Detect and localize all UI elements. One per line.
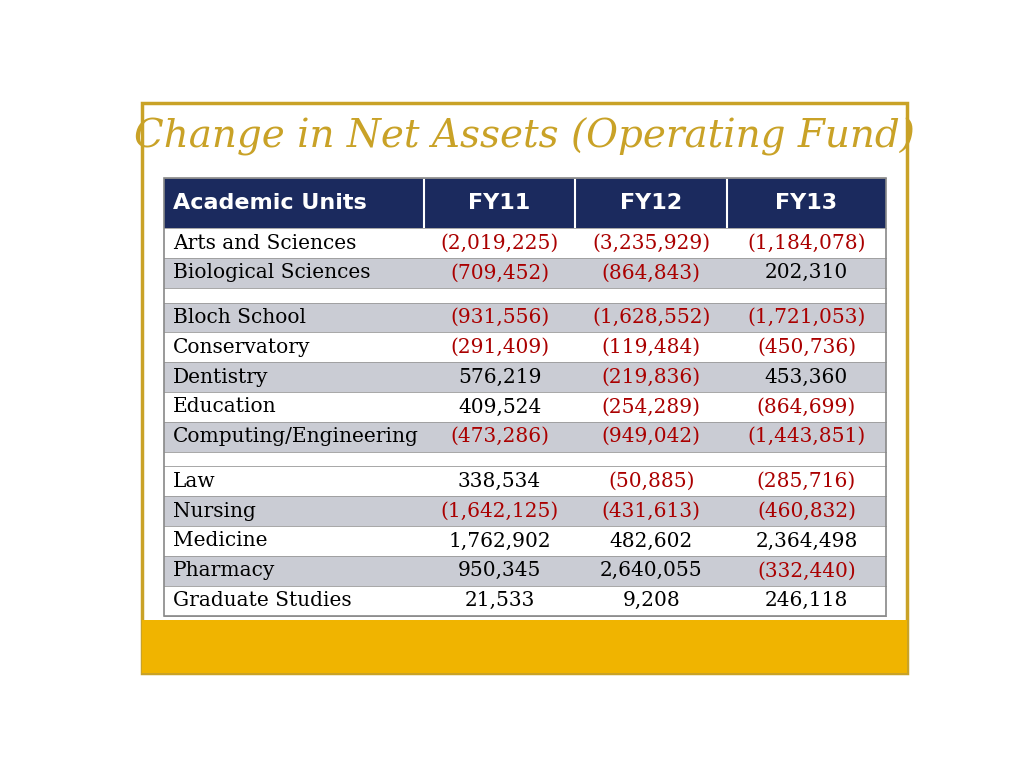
Text: (473,286): (473,286) — [450, 427, 549, 446]
Text: Education: Education — [173, 397, 276, 416]
Text: (460,832): (460,832) — [757, 502, 856, 521]
Text: 482,602: 482,602 — [609, 531, 693, 551]
Text: Dentistry: Dentistry — [173, 368, 268, 386]
Text: 409,524: 409,524 — [458, 397, 541, 416]
Bar — [164, 556, 886, 586]
Text: 202,310: 202,310 — [765, 263, 848, 283]
Text: (2,019,225): (2,019,225) — [440, 233, 559, 253]
Bar — [424, 178, 575, 228]
Text: Law: Law — [173, 472, 216, 491]
Text: (864,843): (864,843) — [602, 263, 700, 283]
Text: (285,716): (285,716) — [757, 472, 856, 491]
Text: (1,721,053): (1,721,053) — [748, 308, 865, 327]
Bar — [164, 422, 886, 452]
Text: (3,235,929): (3,235,929) — [592, 233, 711, 253]
Text: (119,484): (119,484) — [602, 338, 700, 357]
Text: FY11: FY11 — [468, 193, 530, 213]
Text: Bloch School: Bloch School — [173, 308, 306, 327]
Bar — [164, 466, 886, 496]
Text: Academic Units: Academic Units — [173, 193, 367, 213]
Text: 950,345: 950,345 — [458, 561, 542, 581]
Bar — [575, 178, 727, 228]
Text: Graduate Studies: Graduate Studies — [173, 591, 352, 610]
Bar — [164, 178, 886, 615]
Bar — [164, 452, 886, 466]
Text: (709,452): (709,452) — [450, 263, 549, 283]
Text: 2,640,055: 2,640,055 — [600, 561, 702, 581]
Bar — [164, 258, 886, 288]
Text: Nursing: Nursing — [173, 502, 256, 521]
Text: (1,642,125): (1,642,125) — [440, 502, 559, 521]
Text: Biological Sciences: Biological Sciences — [173, 263, 371, 283]
Text: (1,628,552): (1,628,552) — [592, 308, 711, 327]
Text: 2,364,498: 2,364,498 — [756, 531, 858, 551]
Text: (332,440): (332,440) — [757, 561, 856, 581]
Text: 1,762,902: 1,762,902 — [449, 531, 551, 551]
Text: 21,533: 21,533 — [464, 591, 535, 610]
Text: (1,184,078): (1,184,078) — [748, 233, 865, 253]
Text: 338,534: 338,534 — [458, 472, 541, 491]
Text: 453,360: 453,360 — [765, 368, 848, 386]
Bar — [164, 288, 886, 303]
Text: 246,118: 246,118 — [765, 591, 848, 610]
Bar — [164, 526, 886, 556]
Text: (291,409): (291,409) — [450, 338, 549, 357]
Bar — [727, 178, 886, 228]
Text: (1,443,851): (1,443,851) — [748, 427, 865, 446]
Text: (949,042): (949,042) — [602, 427, 700, 446]
Text: 576,219: 576,219 — [458, 368, 542, 386]
Text: Change in Net Assets (Operating Fund): Change in Net Assets (Operating Fund) — [134, 118, 915, 156]
Text: Computing/Engineering: Computing/Engineering — [173, 427, 419, 446]
Text: (254,289): (254,289) — [602, 397, 700, 416]
Bar — [164, 228, 886, 258]
Text: Arts and Sciences: Arts and Sciences — [173, 233, 356, 253]
Bar — [164, 362, 886, 392]
Text: (931,556): (931,556) — [450, 308, 549, 327]
Text: (219,836): (219,836) — [602, 368, 700, 386]
Bar — [164, 392, 886, 422]
Bar — [164, 586, 886, 615]
Text: (50,885): (50,885) — [608, 472, 694, 491]
Text: Pharmacy: Pharmacy — [173, 561, 275, 581]
Text: Medicine: Medicine — [173, 531, 267, 551]
Bar — [164, 178, 424, 228]
Text: 9,208: 9,208 — [623, 591, 680, 610]
Bar — [164, 496, 886, 526]
Text: (450,736): (450,736) — [757, 338, 856, 357]
Bar — [164, 303, 886, 333]
Text: FY13: FY13 — [775, 193, 838, 213]
Text: (864,699): (864,699) — [757, 397, 856, 416]
Bar — [164, 333, 886, 362]
Bar — [142, 620, 907, 673]
Text: FY12: FY12 — [621, 193, 682, 213]
Text: (431,613): (431,613) — [602, 502, 700, 521]
Text: Conservatory: Conservatory — [173, 338, 310, 357]
